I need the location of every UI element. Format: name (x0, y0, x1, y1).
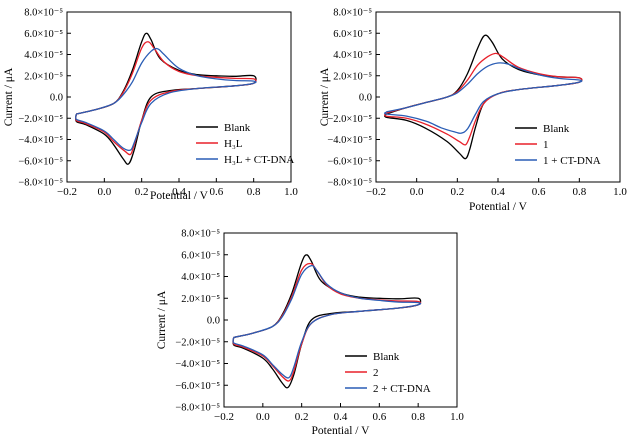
legend-label: H₃L (224, 138, 243, 150)
legend-label: 1 + CT-DNA (543, 155, 601, 167)
y-tick-label: −4.0×10⁻⁵ (175, 359, 220, 370)
x-axis-label: Potential / V (469, 201, 528, 213)
y-tick-label: 8.0×10⁻⁵ (181, 229, 220, 240)
y-tick-label: 0.0 (50, 93, 63, 104)
x-tick-label: 0.8 (247, 186, 261, 198)
y-tick-label: −8.0×10⁻⁵ (175, 403, 220, 414)
series-line-0 (232, 254, 422, 389)
y-tick-label: −2.0×10⁻⁵ (327, 114, 372, 125)
y-tick-label: 0.0 (359, 93, 372, 104)
y-tick-label: 6.0×10⁻⁵ (24, 29, 63, 40)
y-tick-label: −6.0×10⁻⁵ (175, 381, 220, 392)
y-axis-label: Current / μA (3, 67, 15, 126)
y-tick-label: 8.0×10⁻⁵ (333, 8, 372, 19)
y-tick-label: 6.0×10⁻⁵ (181, 250, 220, 261)
x-tick-label: 0.2 (295, 411, 309, 423)
legend-label: 2 (373, 367, 379, 379)
x-tick-label: 0.4 (172, 186, 186, 198)
legend-label: Blank (543, 123, 570, 135)
y-tick-label: 2.0×10⁻⁵ (24, 71, 63, 82)
y-tick-label: 2.0×10⁻⁵ (181, 294, 220, 305)
x-tick-label: 0.6 (372, 411, 386, 423)
legend-label: 1 (543, 139, 549, 151)
y-tick-label: 4.0×10⁻⁵ (181, 272, 220, 283)
x-tick-label: 0.8 (411, 411, 425, 423)
x-tick-label: 0.4 (334, 411, 348, 423)
y-tick-label: −4.0×10⁻⁵ (18, 135, 63, 146)
x-tick-label: −0.2 (57, 186, 77, 198)
legend-label: 2 + CT-DNA (373, 383, 431, 395)
x-tick-label: −0.2 (214, 411, 234, 423)
chart-panel-complex-2: −0.2 0.0 0.2 0.4 0.6 0.8 1.0 8.0×10⁻⁵ 6.0×10⁻⁵ 4.… (156, 229, 464, 438)
x-tick-label: 0.8 (572, 186, 586, 198)
x-axis-label: Potential / V (312, 425, 371, 437)
y-tick-label: 4.0×10⁻⁵ (333, 50, 372, 61)
y-tick-label: 6.0×10⁻⁵ (333, 29, 372, 40)
series-line-1 (384, 52, 583, 146)
series-line-2 (384, 62, 583, 134)
x-tick-label: 0.6 (532, 186, 546, 198)
y-tick-label: 4.0×10⁻⁵ (24, 50, 63, 61)
x-tick-label: 0.2 (450, 186, 464, 198)
x-tick-label: 0.2 (135, 186, 149, 198)
series-line-1 (232, 262, 422, 382)
y-tick-label: 8.0×10⁻⁵ (24, 8, 63, 19)
legend-label: H₃L + CT-DNA (224, 154, 294, 166)
x-axis-label: Potential / V (150, 190, 209, 202)
x-tick-label: 0.4 (491, 186, 505, 198)
y-tick-label: −8.0×10⁻⁵ (327, 178, 372, 189)
x-tick-label: 1.0 (613, 186, 627, 198)
y-tick-label: −2.0×10⁻⁵ (18, 114, 63, 125)
y-axis-label: Current / μA (156, 290, 168, 349)
x-tick-label: 0.0 (256, 411, 270, 423)
x-tick-label: 0.6 (209, 186, 223, 198)
series-line-0 (384, 34, 583, 160)
plot-frame (223, 232, 458, 408)
series-line-1 (74, 41, 257, 156)
legend-label: Blank (373, 351, 400, 363)
y-axis-label: Current / μA (319, 67, 331, 126)
y-tick-label: −6.0×10⁻⁵ (18, 156, 63, 167)
chart-panel-h3l: −0.2 0.0 0.2 0.4 0.6 0.8 1.0 8.0×10⁻⁵ 6.0×10⁻⁵ 4.… (3, 8, 298, 203)
y-tick-label: 2.0×10⁻⁵ (333, 71, 372, 82)
y-tick-label: −2.0×10⁻⁵ (175, 337, 220, 348)
chart-panel-complex-1: −0.2 0.0 0.2 0.4 0.6 0.8 1.0 8.0×10⁻⁵ 6.0×10⁻⁵ 4.… (319, 8, 627, 214)
x-tick-label: 0.0 (97, 186, 111, 198)
y-tick-label: 0.0 (207, 316, 220, 327)
x-tick-label: −0.2 (366, 186, 386, 198)
y-tick-label: −4.0×10⁻⁵ (327, 135, 372, 146)
x-tick-label: 1.0 (284, 186, 298, 198)
legend-label: Blank (224, 122, 251, 134)
y-tick-label: −6.0×10⁻⁵ (327, 156, 372, 167)
series-line-0 (74, 32, 257, 165)
y-tick-label: −8.0×10⁻⁵ (18, 178, 63, 189)
series-line-2 (232, 264, 422, 379)
x-tick-label: 0.0 (410, 186, 424, 198)
x-tick-label: 1.0 (450, 411, 464, 423)
series-line-2 (74, 47, 257, 152)
